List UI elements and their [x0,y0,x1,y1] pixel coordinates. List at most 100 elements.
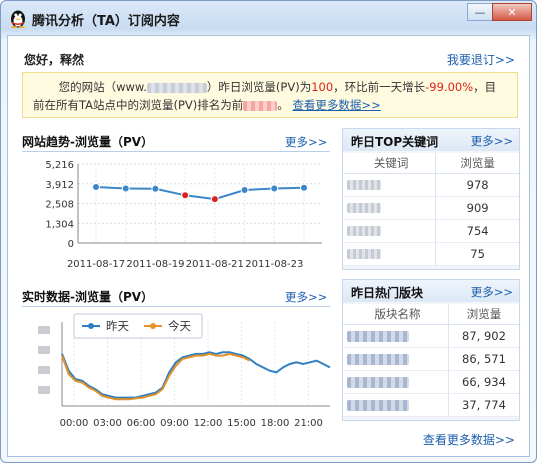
blocks-table-header: 版块名称 浏览量 [343,304,519,325]
block-name-redacted [347,353,409,365]
rank-redacted [243,100,278,111]
keyword-pv-cell: 75 [435,242,519,266]
blocks-panel: 昨日热门版块 更多>> 版块名称 浏览量 87, 902 86, 571 66, 9… [342,279,520,421]
trend-data-point[interactable] [300,183,308,192]
window-controls: — ✕ [467,3,532,21]
notice-text-3: ，环比前一天增长 [333,80,426,94]
realtime-y-tick-redacted [38,386,50,394]
legend-marker [88,323,94,329]
keyword-name-cell [343,219,437,243]
trend-data-point[interactable] [92,182,100,191]
realtime-legend: 昨天 今天 [73,313,203,339]
site-domain-redacted [146,82,207,93]
keyword-name-redacted [347,203,381,213]
trend-x-tick: 2011-08-21 [186,259,244,270]
block-name-redacted [347,399,409,411]
legend-box [73,313,203,339]
trend-data-point[interactable] [121,184,130,193]
legend-label: 昨天 [106,319,129,333]
unsubscribe-link[interactable]: 我要退订>> [446,53,515,67]
realtime-chart: 00:00 03:00 06:00 09:00 12:00 15:00 18:00 21:00… [38,313,331,429]
realtime-x-tick: 18:00 [261,418,290,429]
trend-data-point[interactable] [240,185,249,194]
block-pv-cell: 66, 934 [448,370,519,394]
trend-data-point[interactable] [270,184,279,193]
trend-x-tick: 2011-08-23 [245,259,303,270]
keywords-more-link[interactable]: 更多>> [470,134,513,148]
keyword-pv-cell: 978 [435,173,519,197]
growth-value: -99.00% [425,80,474,94]
block-name-redacted [347,330,409,342]
keyword-row: 909 [343,196,519,220]
trend-title: 网站趋势-浏览量（PV） [22,135,154,149]
block-pv-cell: 37, 774 [448,393,519,417]
keyword-name-redacted [347,226,381,236]
trend-y-tick: 5,216 [45,160,74,171]
close-button[interactable]: ✕ [492,3,532,21]
keyword-row: 754 [343,219,519,243]
block-row: 66, 934 [343,370,519,394]
realtime-y-tick-redacted [38,366,50,374]
trend-y-tick: 3,912 [45,180,74,191]
notice-text-1: 您的网站（www. [58,80,147,94]
keyword-row: 978 [343,173,519,197]
notice-text-4: ，目前在所有TA站点中的浏览量(PV)排名为前 [33,80,497,112]
realtime-divider [22,306,330,307]
trend-y-tick: 1,304 [45,219,74,230]
realtime-title: 实时数据-浏览量（PV） [22,290,154,304]
realtime-y-tick-redacted [38,346,50,354]
trend-divider [22,151,330,152]
realtime-more-link[interactable]: 更多>> [285,290,328,304]
keyword-name-cell [343,173,437,197]
keyword-name-redacted [347,180,381,190]
trend-data-point[interactable] [210,195,219,204]
col-block-name: 版块名称 [343,304,450,325]
pv-value: 100 [311,80,334,94]
block-row: 86, 571 [343,347,519,371]
realtime-x-tick: 09:00 [160,418,189,429]
keywords-panel: 昨日TOP关键词 更多>> 关键词 浏览量 978 909 754 75 [342,128,520,270]
block-pv-cell: 87, 902 [448,324,519,348]
blocks-more-link[interactable]: 更多>> [470,285,513,299]
realtime-x-tick: 21:00 [294,418,323,429]
minimize-button[interactable]: — [467,3,493,21]
trend-y-tick: 0 [68,239,74,250]
footer-more-data-link[interactable]: 查看更多数据>> [422,433,515,447]
block-row: 37, 774 [343,393,519,417]
col-keyword: 关键词 [343,153,437,174]
keyword-pv-cell: 754 [435,219,519,243]
realtime-x-tick: 00:00 [60,418,89,429]
trend-series-line [95,185,305,201]
block-name-redacted [347,376,409,388]
keyword-name-cell [343,196,437,220]
realtime-x-tick: 06:00 [127,418,156,429]
col-pv: 浏览量 [435,153,519,174]
trend-data-point[interactable] [151,184,160,193]
window-title: 腾讯分析（TA）订阅内容 [32,14,180,29]
keywords-title: 昨日TOP关键词 [351,135,439,149]
legend-label: 今天 [168,319,191,333]
realtime-x-tick: 03:00 [93,418,122,429]
realtime-x-tick: 12:00 [194,418,223,429]
trend-more-link[interactable]: 更多>> [285,135,328,149]
summary-notice: 您的网站（www. ）昨日浏览量(PV)为100，环比前一天增长-99.00%，目… [22,72,518,118]
more-data-link[interactable]: 查看更多数据>> [292,98,381,112]
notice-text-2: ）昨日浏览量(PV)为 [206,80,312,94]
block-name-cell [343,324,450,348]
blocks-title: 昨日热门版块 [351,286,424,300]
block-name-cell [343,347,450,371]
content-area: 您好，释然 我要退订>> 您的网站（www. ）昨日浏览量(PV)为100，环比前… [7,35,530,457]
realtime-series-yesterday [61,351,331,399]
keyword-name-cell [343,242,437,266]
trend-data-point[interactable] [181,191,190,200]
keywords-panel-header: 昨日TOP关键词 更多>> [343,129,519,151]
trend-y-tick: 2,508 [45,200,74,211]
close-icon: ✕ [507,5,517,19]
trend-chart: 5,216 3,912 2,508 1,304 0 2011-08-17 2011-08-1… [45,160,322,270]
greeting: 您好，释然 [24,53,85,67]
realtime-y-tick-redacted [38,326,50,334]
keyword-row: 75 [343,242,519,266]
titlebar: 腾讯分析（TA）订阅内容 — ✕ [1,1,536,35]
block-name-cell [343,370,450,394]
